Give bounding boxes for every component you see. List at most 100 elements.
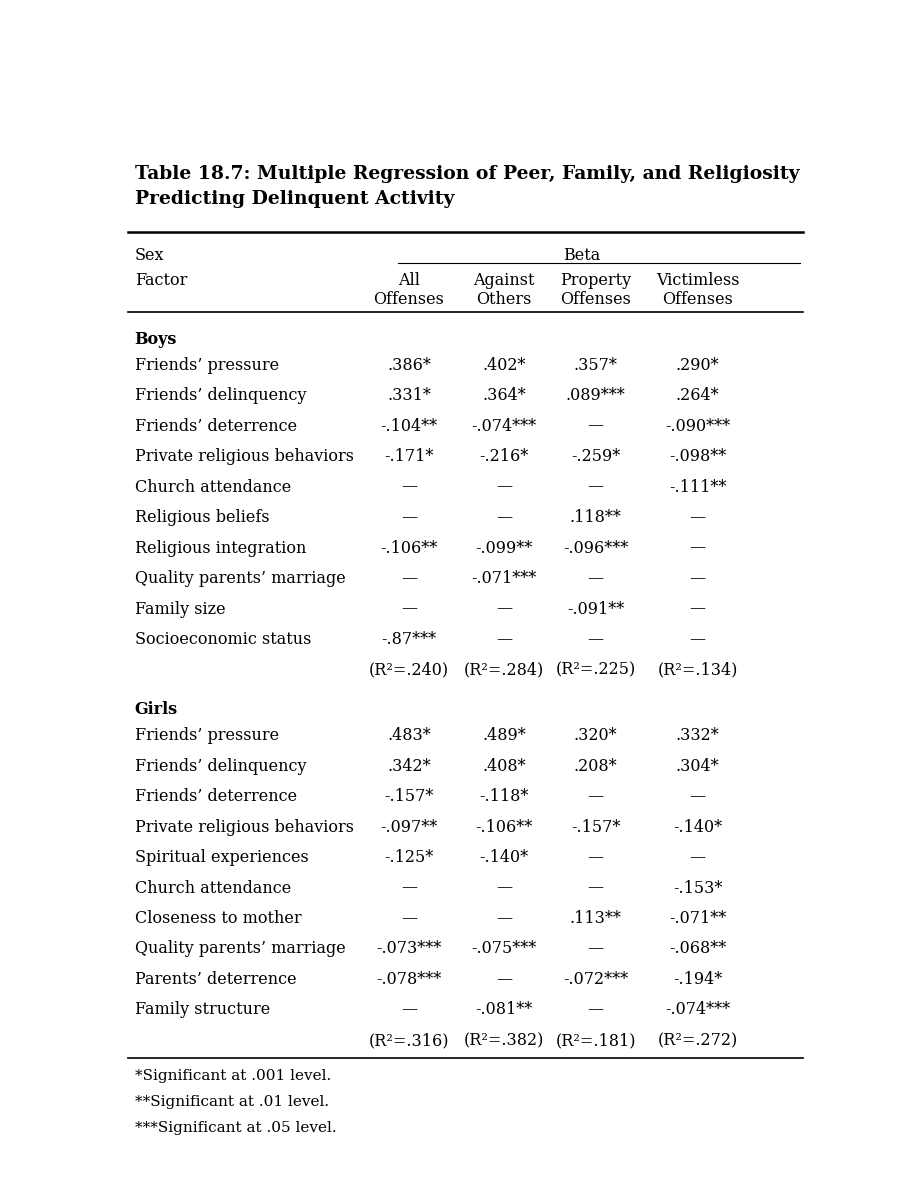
Text: -.106**: -.106** bbox=[476, 818, 533, 835]
Text: (R²=.382): (R²=.382) bbox=[464, 1032, 544, 1049]
Text: —: — bbox=[587, 880, 604, 896]
Text: Religious beliefs: Religious beliefs bbox=[134, 509, 270, 526]
Text: -.071***: -.071*** bbox=[471, 570, 537, 587]
Text: .208*: .208* bbox=[574, 757, 617, 774]
Text: -.157*: -.157* bbox=[384, 788, 434, 805]
Text: Friends’ pressure: Friends’ pressure bbox=[134, 356, 279, 373]
Text: —: — bbox=[587, 570, 604, 587]
Text: .408*: .408* bbox=[482, 757, 526, 774]
Text: .342*: .342* bbox=[387, 757, 431, 774]
Text: (R²=.134): (R²=.134) bbox=[657, 661, 738, 678]
Text: -.068**: -.068** bbox=[669, 941, 726, 958]
Text: —: — bbox=[401, 509, 417, 526]
Text: .113**: .113** bbox=[569, 910, 621, 926]
Text: —: — bbox=[401, 600, 417, 618]
Text: Friends’ delinquency: Friends’ delinquency bbox=[134, 757, 306, 774]
Text: -.098**: -.098** bbox=[669, 448, 726, 466]
Text: .089***: .089*** bbox=[566, 388, 626, 404]
Text: —: — bbox=[587, 479, 604, 496]
Text: —: — bbox=[587, 850, 604, 866]
Text: -.157*: -.157* bbox=[571, 818, 620, 835]
Text: Against
Others: Against Others bbox=[473, 271, 535, 308]
Text: —: — bbox=[496, 971, 512, 988]
Text: -.118*: -.118* bbox=[479, 788, 528, 805]
Text: (R²=.240): (R²=.240) bbox=[369, 661, 449, 678]
Text: -.081**: -.081** bbox=[476, 1002, 533, 1019]
Text: -.074***: -.074*** bbox=[471, 418, 537, 434]
Text: —: — bbox=[587, 941, 604, 958]
Text: Private religious behaviors: Private religious behaviors bbox=[134, 448, 353, 466]
Text: -.106**: -.106** bbox=[380, 540, 438, 557]
Text: —: — bbox=[689, 788, 706, 805]
Text: —: — bbox=[587, 788, 604, 805]
Text: —: — bbox=[401, 880, 417, 896]
Text: Beta: Beta bbox=[563, 247, 600, 264]
Text: -.140*: -.140* bbox=[673, 818, 722, 835]
Text: —: — bbox=[496, 479, 512, 496]
Text: Family size: Family size bbox=[134, 600, 225, 618]
Text: Friends’ delinquency: Friends’ delinquency bbox=[134, 388, 306, 404]
Text: -.153*: -.153* bbox=[673, 880, 722, 896]
Text: —: — bbox=[587, 631, 604, 648]
Text: Factor: Factor bbox=[134, 271, 187, 288]
Text: Predicting Delinquent Activity: Predicting Delinquent Activity bbox=[134, 190, 454, 209]
Text: Spiritual experiences: Spiritual experiences bbox=[134, 850, 309, 866]
Text: (R²=.284): (R²=.284) bbox=[464, 661, 544, 678]
Text: .402*: .402* bbox=[482, 356, 526, 373]
Text: (R²=.272): (R²=.272) bbox=[657, 1032, 737, 1049]
Text: Parents’ deterrence: Parents’ deterrence bbox=[134, 971, 296, 988]
Text: —: — bbox=[496, 600, 512, 618]
Text: Sex: Sex bbox=[134, 247, 164, 264]
Text: —: — bbox=[496, 910, 512, 926]
Text: Victimless
Offenses: Victimless Offenses bbox=[656, 271, 739, 308]
Text: .320*: .320* bbox=[574, 727, 617, 744]
Text: .264*: .264* bbox=[676, 388, 719, 404]
Text: (R²=.181): (R²=.181) bbox=[556, 1032, 636, 1049]
Text: —: — bbox=[689, 631, 706, 648]
Text: Friends’ pressure: Friends’ pressure bbox=[134, 727, 279, 744]
Text: All
Offenses: All Offenses bbox=[373, 271, 445, 308]
Text: -.090***: -.090*** bbox=[665, 418, 730, 434]
Text: -.216*: -.216* bbox=[479, 448, 528, 466]
Text: -.073***: -.073*** bbox=[377, 941, 441, 958]
Text: —: — bbox=[689, 570, 706, 587]
Text: -.096***: -.096*** bbox=[563, 540, 628, 557]
Text: .364*: .364* bbox=[482, 388, 526, 404]
Text: .357*: .357* bbox=[574, 356, 617, 373]
Text: .483*: .483* bbox=[387, 727, 431, 744]
Text: Family structure: Family structure bbox=[134, 1002, 270, 1019]
Text: Church attendance: Church attendance bbox=[134, 479, 291, 496]
Text: -.140*: -.140* bbox=[479, 850, 528, 866]
Text: -.194*: -.194* bbox=[673, 971, 722, 988]
Text: -.091**: -.091** bbox=[567, 600, 624, 618]
Text: (R²=.316): (R²=.316) bbox=[369, 1032, 449, 1049]
Text: —: — bbox=[587, 418, 604, 434]
Text: .290*: .290* bbox=[676, 356, 719, 373]
Text: —: — bbox=[496, 509, 512, 526]
Text: Property
Offenses: Property Offenses bbox=[560, 271, 631, 308]
Text: Table 18.7: Multiple Regression of Peer, Family, and Religiosity: Table 18.7: Multiple Regression of Peer,… bbox=[134, 166, 799, 184]
Text: -.074***: -.074*** bbox=[665, 1002, 730, 1019]
Text: —: — bbox=[401, 570, 417, 587]
Text: —: — bbox=[587, 1002, 604, 1019]
Text: Church attendance: Church attendance bbox=[134, 880, 291, 896]
Text: *Significant at .001 level.: *Significant at .001 level. bbox=[134, 1069, 331, 1082]
Text: Girls: Girls bbox=[134, 701, 178, 718]
Text: Socioeconomic status: Socioeconomic status bbox=[134, 631, 311, 648]
Text: —: — bbox=[401, 479, 417, 496]
Text: -.87***: -.87*** bbox=[381, 631, 437, 648]
Text: —: — bbox=[689, 509, 706, 526]
Text: Quality parents’ marriage: Quality parents’ marriage bbox=[134, 570, 345, 587]
Text: —: — bbox=[401, 1002, 417, 1019]
Text: —: — bbox=[496, 880, 512, 896]
Text: (R²=.225): (R²=.225) bbox=[556, 661, 636, 678]
Text: —: — bbox=[496, 631, 512, 648]
Text: —: — bbox=[689, 850, 706, 866]
Text: Boys: Boys bbox=[134, 331, 177, 348]
Text: .304*: .304* bbox=[676, 757, 719, 774]
Text: Private religious behaviors: Private religious behaviors bbox=[134, 818, 353, 835]
Text: -.125*: -.125* bbox=[384, 850, 434, 866]
Text: .332*: .332* bbox=[676, 727, 719, 744]
Text: Friends’ deterrence: Friends’ deterrence bbox=[134, 418, 297, 434]
Text: -.111**: -.111** bbox=[669, 479, 726, 496]
